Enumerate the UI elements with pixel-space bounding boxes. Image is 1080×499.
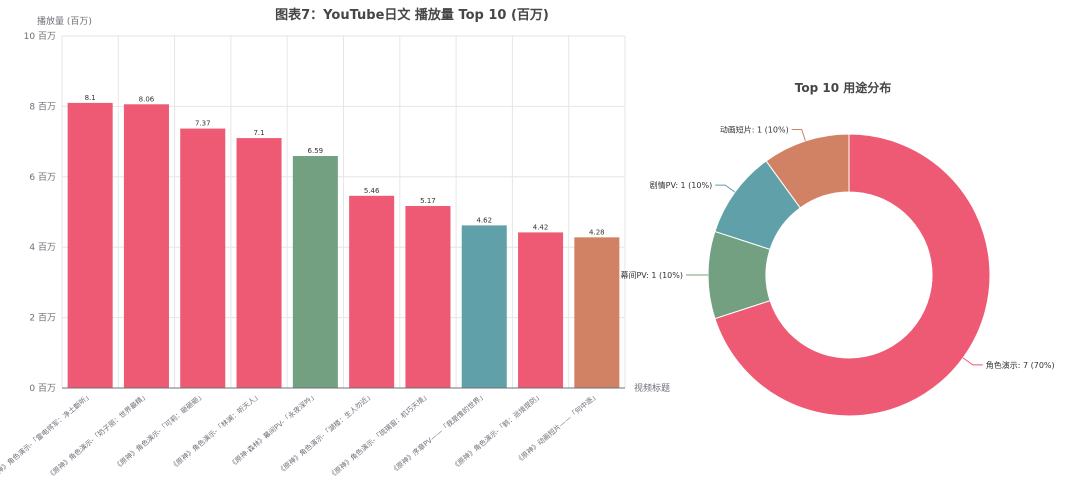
bar[interactable] xyxy=(236,138,282,388)
bar[interactable] xyxy=(123,104,169,389)
leader-line xyxy=(791,128,806,142)
donut-chart: Top 10 用途分布 角色演示: 7 (70%) 幕间PV: 1 (10%) 剧情… xyxy=(620,80,1055,417)
leader-line xyxy=(962,357,983,366)
y-tick-labels: 0 百万 2 百万 4 百万 6 百万 8 百万 10 百万 xyxy=(24,31,56,394)
donut-labels: 角色演示: 7 (70%) 幕间PV: 1 (10%) 剧情PV: 1 (10%) 动… xyxy=(620,124,1054,369)
bar-value-labels: 8.1 8.06 7.37 7.1 6.59 5.46 5.17 4.62 4.42 4.28 xyxy=(85,94,605,236)
y-tick-label: 10 百万 xyxy=(24,31,56,42)
x-tick-label: 《原神·森林》幕间PV-「永夜深吟」 xyxy=(228,391,319,469)
bar-chart: 图表7：YouTube日文 播放量 Top 10 (百万) 播放量 (百万) 视… xyxy=(0,7,670,485)
x-tick-label: 《原神》角色演示-「琉璃窗：机巧天境」 xyxy=(327,391,431,481)
x-tick-label: 《原神》角色演示-「奶子丽：世界最精」 xyxy=(45,391,149,481)
bar-value-label: 4.62 xyxy=(476,216,492,224)
donut-slice-label: 动画短片: 1 (10%) xyxy=(720,124,789,134)
bar[interactable] xyxy=(67,102,113,388)
bar[interactable] xyxy=(349,195,395,388)
x-tick-labels: 《原神》角色演示-「雷电将军：净土斷听」《原神》角色演示-「奶子丽：世界最精」《… xyxy=(0,391,600,485)
donut-slice[interactable] xyxy=(714,133,991,417)
donut-slice[interactable] xyxy=(765,133,850,209)
x-tick-label: 《原神》角色演示-「湖楼：生人勿近」 xyxy=(276,391,375,476)
bar-value-label: 7.37 xyxy=(195,120,211,128)
bar[interactable] xyxy=(292,156,338,388)
y-tick-label: 8 百万 xyxy=(29,101,56,112)
bar-value-label: 4.28 xyxy=(589,228,605,236)
bar-value-label: 8.06 xyxy=(139,95,155,103)
bar-chart-title: 图表7：YouTube日文 播放量 Top 10 (百万) xyxy=(275,7,549,23)
bar-value-label: 7.1 xyxy=(253,129,264,137)
grid-layer xyxy=(61,35,626,388)
bar[interactable] xyxy=(461,225,507,388)
x-tick-label: 《原神》角色演示-「鹤：巡境提防」 xyxy=(450,391,544,472)
x-axis-label: 视频标题 xyxy=(634,382,670,394)
bars xyxy=(67,102,620,389)
x-tick-label: 《原神》角色演示-「雷电将军：净土斷听」 xyxy=(0,391,93,485)
y-tick-label: 6 百万 xyxy=(29,172,56,183)
y-tick-label: 4 百万 xyxy=(29,242,56,253)
y-tick-label: 0 百万 xyxy=(29,383,56,394)
x-tick-label: 《原神》角色演示-「可莉：砸砸砸」 xyxy=(113,391,207,472)
bar-value-label: 8.1 xyxy=(85,94,96,102)
bar-value-label: 5.17 xyxy=(420,197,436,205)
x-tick-label: 《原神》序章PV——「我是惟的世界」 xyxy=(389,391,487,476)
donut-slices xyxy=(707,133,991,417)
bar-value-label: 5.46 xyxy=(364,187,380,195)
y-tick-label: 2 百万 xyxy=(29,313,56,324)
donut-slice-label: 角色演示: 7 (70%) xyxy=(986,360,1055,370)
bar-value-label: 6.59 xyxy=(308,147,324,155)
donut-slice-label: 幕间PV: 1 (10%) xyxy=(620,270,683,280)
y-axis-label: 播放量 (百万) xyxy=(37,15,92,27)
donut-chart-title: Top 10 用途分布 xyxy=(795,80,891,95)
bar[interactable] xyxy=(405,206,451,388)
bar-value-label: 4.42 xyxy=(533,223,549,231)
x-tick-label: 《原神》角色演示-「林澜：听天人」 xyxy=(169,391,263,472)
leader-line xyxy=(715,184,736,193)
bar[interactable] xyxy=(574,237,620,388)
donut-slice-label: 剧情PV: 1 (10%) xyxy=(650,180,713,190)
bar[interactable] xyxy=(180,128,226,389)
bar[interactable] xyxy=(518,232,564,388)
